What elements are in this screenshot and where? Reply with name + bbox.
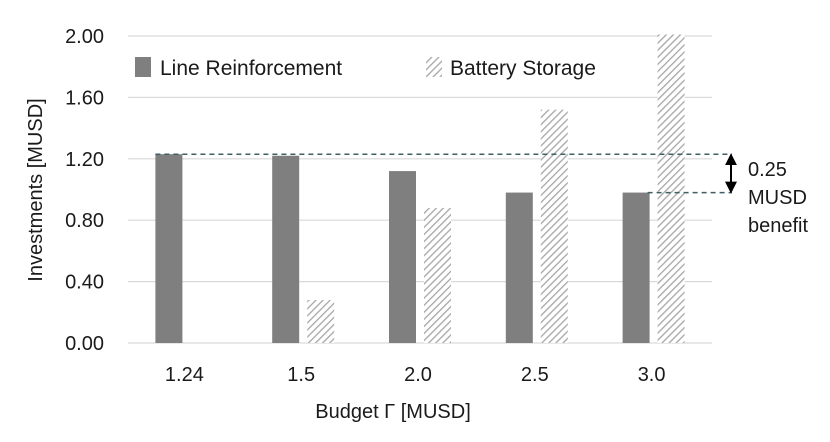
bar-line-reinforcement-1.24 [155,154,183,343]
y-tick-labels: 0.00 0.40 0.80 1.20 1.60 2.00 [65,26,104,355]
y-tick-label-4: 1.60 [65,87,104,109]
y-tick-label-3: 1.20 [65,149,104,171]
bar-line-reinforcement-1.5 [272,155,300,343]
y-tick-label-0: 0.00 [65,333,104,355]
legend-label-battery-storage: Battery Storage [450,57,596,80]
x-tick-label-1: 1.5 [287,364,315,386]
bar-battery-storage-2.0 [424,207,451,343]
legend-swatch-battery-storage [426,57,442,77]
bar-line-reinforcement-2.5 [505,192,533,343]
bars [155,34,685,344]
benefit-label-line1: 0.25 [748,159,787,181]
legend: Line Reinforcement Battery Storage [135,57,596,80]
bar-battery-storage-3.0 [657,34,685,344]
x-tick-label-4: 3.0 [638,364,666,386]
benefit-label-line3: benefit [748,215,808,237]
y-tick-label-1: 0.40 [65,272,104,294]
x-axis-label: Budget Γ [MUSD] [315,401,471,423]
x-tick-label-3: 2.5 [521,364,549,386]
x-tick-labels: 1.24 1.5 2.0 2.5 3.0 [165,364,666,386]
reference-lines [155,153,732,194]
bar-line-reinforcement-2.0 [389,171,416,343]
x-tick-label-2: 2.0 [404,364,432,386]
y-tick-label-5: 2.00 [65,26,104,48]
x-tick-label-0: 1.24 [165,364,204,386]
bar-line-reinforcement-3.0 [622,192,650,343]
benefit-label-line2: MUSD [748,187,807,209]
bar-battery-storage-2.5 [540,109,568,344]
legend-label-line-reinforcement: Line Reinforcement [160,57,342,80]
gridlines [128,35,712,344]
y-tick-label-2: 0.80 [65,210,104,232]
legend-swatch-line-reinforcement [135,57,151,77]
bar-battery-storage-1.5 [307,300,335,343]
y-axis-label: Investments [MUSD] [25,98,47,281]
benefit-annotation: 0.25 MUSD benefit [725,153,808,237]
